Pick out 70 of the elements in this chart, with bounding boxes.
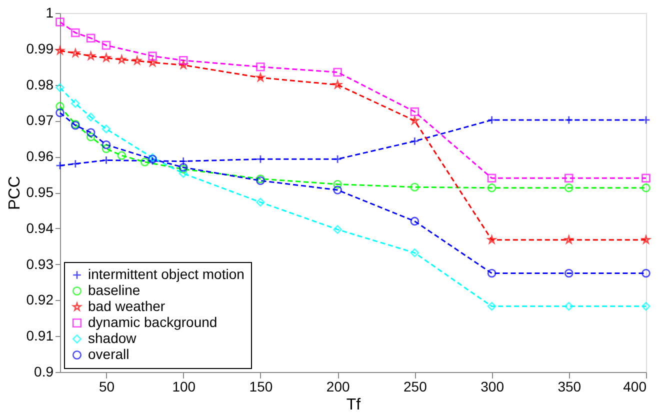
x-axis-title: Tf (346, 396, 362, 414)
point (410, 107, 420, 116)
y-tick-label: 0.94 (26, 220, 54, 236)
point (102, 40, 111, 50)
x-tick-label: 100 (172, 378, 196, 394)
y-tick-label: 0.98 (26, 76, 54, 92)
point (410, 182, 420, 192)
y-tick-label: 0.95 (26, 184, 54, 200)
point (333, 186, 342, 194)
point (642, 183, 650, 192)
point (56, 83, 64, 92)
legend-label: bad weather (88, 298, 166, 314)
point (487, 174, 496, 183)
y-tick-label: 0.91 (26, 328, 54, 344)
point (487, 183, 496, 192)
point (86, 112, 96, 122)
y-axis-title: PCC (6, 176, 24, 210)
legend-label: dynamic background (88, 314, 218, 330)
point (86, 34, 96, 43)
point (71, 99, 80, 108)
y-tick-label: 0.96 (26, 148, 54, 164)
y-tick-label: 0.93 (26, 256, 54, 272)
x-tick-label: 50 (98, 378, 115, 394)
point (86, 132, 96, 142)
point (487, 268, 496, 278)
point (56, 108, 64, 118)
point (178, 56, 188, 65)
point (71, 28, 80, 38)
point (564, 268, 574, 278)
point (140, 158, 150, 166)
y-tick-label: 0.99 (26, 40, 54, 56)
point (102, 124, 111, 134)
x-tick-label: 250 (404, 378, 428, 394)
point (102, 140, 111, 150)
legend-label: intermittent object motion (88, 266, 244, 282)
point (148, 52, 157, 60)
point (56, 18, 64, 26)
point (333, 68, 342, 77)
point (642, 116, 650, 124)
x-tick-label: 200 (326, 378, 350, 394)
point (410, 216, 420, 226)
point (56, 161, 64, 170)
point (86, 128, 96, 137)
y-tick-label: 1 (46, 4, 54, 20)
point (642, 268, 650, 278)
point (333, 180, 342, 189)
legend-label: overall (88, 346, 130, 362)
y-tick-label: 0.9 (34, 364, 54, 380)
point (564, 174, 574, 183)
point (333, 225, 342, 234)
point (642, 174, 650, 183)
x-tick-label: 300 (480, 378, 504, 394)
point (487, 302, 496, 311)
point (642, 302, 650, 311)
x-tick-label: 400 (623, 378, 647, 394)
legend-label: shadow (88, 330, 138, 346)
point (178, 169, 188, 178)
x-tick-label: 150 (249, 378, 273, 394)
point (256, 62, 265, 72)
point (56, 102, 64, 111)
point (102, 144, 111, 154)
point (564, 183, 574, 192)
point (410, 248, 420, 258)
point (256, 198, 265, 207)
x-tick-label: 350 (558, 378, 582, 394)
y-tick-label: 0.97 (26, 112, 54, 128)
legend-label: baseline (88, 282, 140, 298)
point (564, 302, 574, 311)
point (117, 151, 126, 160)
y-tick-label: 0.92 (26, 292, 54, 308)
